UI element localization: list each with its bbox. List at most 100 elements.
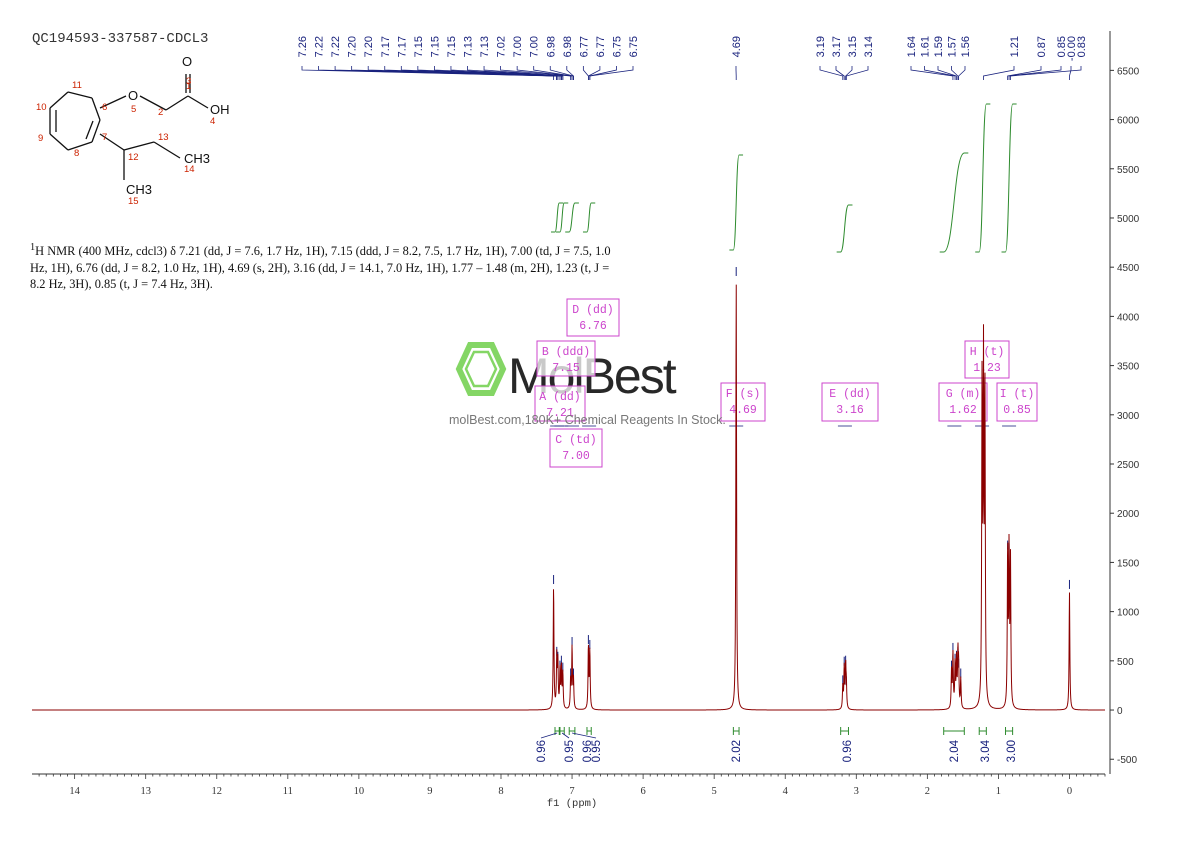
atom-number: 12 xyxy=(128,152,139,163)
multiplet-shift: 1.23 xyxy=(973,362,1001,375)
peak-leader-line xyxy=(533,66,573,80)
integral-value: 0.96 xyxy=(536,740,548,762)
x-tick-label: 1 xyxy=(996,786,1001,797)
peak-leader-line xyxy=(924,66,956,80)
peak-label: 7.22 xyxy=(330,36,342,57)
multiplet-label: B (ddd) xyxy=(542,346,590,359)
peak-leader-line xyxy=(958,66,966,80)
molbest-logo-icon xyxy=(455,342,507,396)
y-tick-label: 2000 xyxy=(1117,509,1140,520)
peak-leader-line xyxy=(910,66,954,80)
peak-leader-line xyxy=(1069,66,1072,80)
atom-number: 14 xyxy=(184,164,195,175)
nmr-description: 1H NMR (400 MHz, cdcl3) δ 7.21 (dd, J = … xyxy=(30,240,620,293)
peak-label: 7.22 xyxy=(314,36,326,57)
peak-label: 7.15 xyxy=(413,36,425,57)
multiplet-label: H (t) xyxy=(970,346,1005,359)
integral-value: 3.00 xyxy=(1006,740,1018,762)
peak-label: 1.61 xyxy=(920,36,932,57)
y-tick-label: 4500 xyxy=(1117,263,1140,274)
peak-label: -0.00 xyxy=(1066,36,1078,61)
x-axis-label: f1 (ppm) xyxy=(547,798,597,810)
integral-value: 3.04 xyxy=(980,739,992,762)
bond xyxy=(91,97,101,121)
multiplet-shift: 7.15 xyxy=(552,362,580,375)
atom-number: 11 xyxy=(72,80,82,91)
y-tick-label: 3500 xyxy=(1117,362,1140,373)
integral-leader xyxy=(540,732,558,739)
atom-label: OH xyxy=(210,102,230,117)
x-axis: 14 13 12 11 10 9 8 7 6 5 4 3 2 1 0f1 (ppm) xyxy=(32,773,1106,810)
x-tick-label: 14 xyxy=(69,786,80,797)
y-tick-label: 4000 xyxy=(1117,312,1140,323)
atom-number: 9 xyxy=(38,133,43,144)
bond xyxy=(153,141,181,159)
peak-leader-line xyxy=(587,66,601,80)
peak-label: 7.17 xyxy=(396,36,408,57)
peak-leader-line xyxy=(500,66,572,80)
multiplet-shift: 0.85 xyxy=(1003,404,1031,417)
atom-number: 1 xyxy=(186,81,191,92)
x-tick-label: 10 xyxy=(354,786,365,797)
peak-leader-line xyxy=(450,66,562,80)
bond xyxy=(139,95,167,111)
y-tick-label: 500 xyxy=(1117,657,1134,668)
multiplet-label: A (dd) xyxy=(539,391,580,404)
peak-label: 7.20 xyxy=(363,36,375,57)
integral-value: 2.04 xyxy=(949,739,961,762)
y-tick-label: 3000 xyxy=(1117,411,1140,422)
peak-leader-line xyxy=(582,66,589,80)
y-tick-label: 6500 xyxy=(1117,66,1140,77)
integral-curve xyxy=(975,103,991,253)
integral-marks: 0.96 0.95 0.950.96 2.02 0.96 2.04 3.04 3.00 xyxy=(536,727,1018,762)
x-tick-label: 0 xyxy=(1067,786,1072,797)
nmr-superscript: 1 xyxy=(30,242,36,253)
multiplet-shift: 4.69 xyxy=(729,404,757,417)
atom-number: 5 xyxy=(131,104,136,115)
multiplet-shift: 3.16 xyxy=(836,404,864,417)
y-tick-label: 0 xyxy=(1117,706,1123,717)
atom-number: 13 xyxy=(158,132,169,143)
multiplet-shift: 7.00 xyxy=(562,450,590,463)
multiplet-box xyxy=(566,298,620,337)
bond xyxy=(85,120,94,140)
bond xyxy=(49,91,69,109)
atom-number: 4 xyxy=(210,116,215,127)
bond xyxy=(187,95,209,109)
nmr-text-body: H NMR (400 MHz, cdcl3) δ 7.21 (dd, J = 7… xyxy=(30,244,611,292)
peak-label: 7.15 xyxy=(429,36,441,57)
x-tick-label: 7 xyxy=(569,786,574,797)
atom-number: 10 xyxy=(36,102,47,113)
peak-label: 0.85 xyxy=(1056,36,1068,57)
bond xyxy=(99,95,127,109)
peak-label: 1.56 xyxy=(960,36,972,57)
integral-curve xyxy=(555,202,569,233)
integral-curve xyxy=(582,202,596,233)
peak-leader-line xyxy=(1008,66,1062,80)
integral-curve xyxy=(729,154,744,251)
peak-label: 3.19 xyxy=(815,36,827,57)
x-tick-label: 13 xyxy=(140,786,151,797)
integral-value: 0.95 xyxy=(564,740,576,762)
multiplet-box xyxy=(534,385,586,422)
bond xyxy=(123,141,155,151)
integral-curve xyxy=(939,152,969,253)
x-tick-label: 3 xyxy=(854,786,859,797)
multiplet-label: C (td) xyxy=(555,434,596,447)
x-tick-label: 4 xyxy=(783,786,789,797)
peak-label: 7.02 xyxy=(496,36,508,57)
atom-number: 15 xyxy=(128,196,139,207)
peak-label: 0.83 xyxy=(1076,36,1088,57)
atom-label: CH3 xyxy=(126,182,152,197)
integral-curve xyxy=(565,202,579,233)
peak-leader-line xyxy=(937,66,957,80)
peak-label: 7.17 xyxy=(380,36,392,57)
peak-lines xyxy=(553,266,1070,686)
atom-label: CH3 xyxy=(184,151,210,166)
atom-number: 3 xyxy=(186,76,191,87)
multiplet-box xyxy=(996,382,1038,422)
peak-leader-line xyxy=(589,66,634,80)
peak-labels: 7.26 7.22 7.22 7.20 7.20 7.17 7.17 7.15 7.15 7.15… xyxy=(297,36,1088,80)
x-tick-label: 12 xyxy=(212,786,223,797)
